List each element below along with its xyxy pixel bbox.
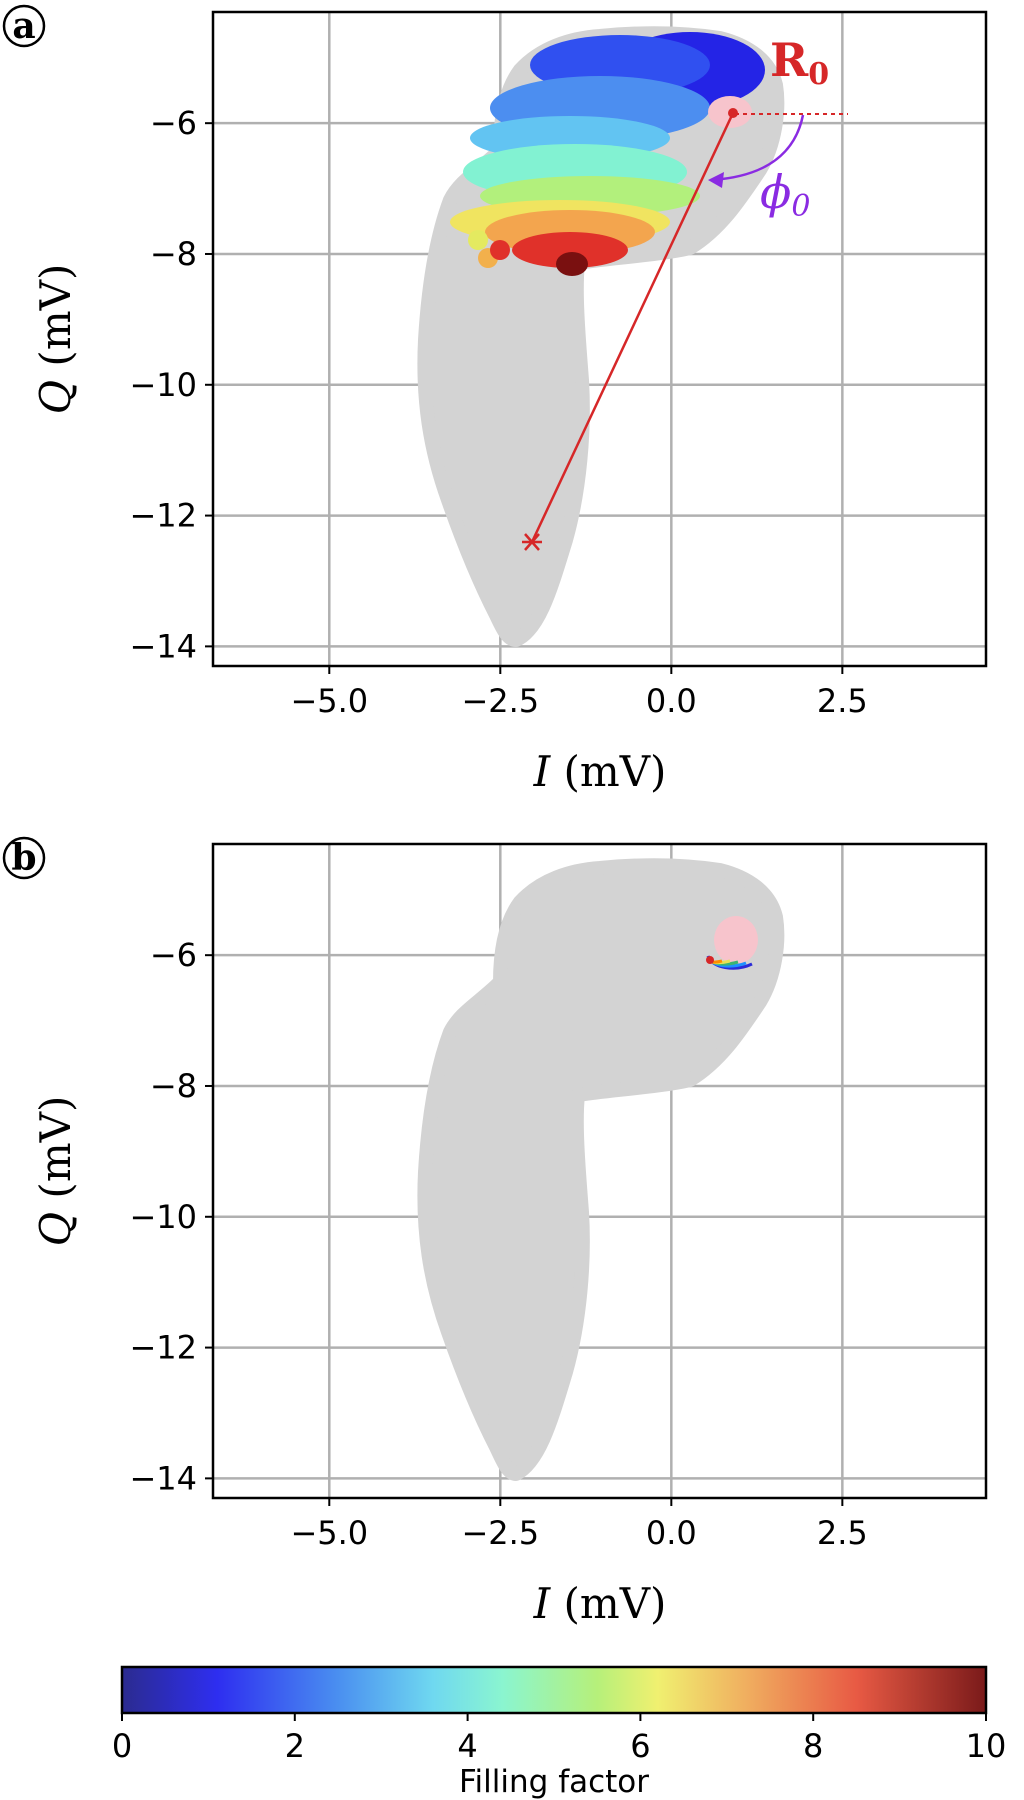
cluster-darkred <box>556 252 588 276</box>
panel-b-xtick-label: −2.5 <box>461 1514 539 1552</box>
panel-a-frame <box>211 10 988 668</box>
rim-colored-points <box>706 955 753 970</box>
panel-a-xtick-label: 2.5 <box>817 682 868 720</box>
panel-b-xtick-label: −5.0 <box>290 1514 368 1552</box>
panel-a-xtick-label: −5.0 <box>290 682 368 720</box>
colorbar-tick-label: 2 <box>285 1727 305 1765</box>
panel-b: b −5.0 −2.5 0.0 2.5 −14 −12 −10 −8 −6 I (mV) Q (… <box>2 836 988 1628</box>
r0-end-star <box>522 533 542 551</box>
colorbar-tick-label: 6 <box>630 1727 650 1765</box>
panel-b-frame <box>211 842 988 1500</box>
panel-b-label: b <box>11 837 36 879</box>
panel-a-ytick-label: −6 <box>150 104 197 142</box>
panel-a-ytick-label: −12 <box>129 497 197 535</box>
panel-a-ytick-label: −8 <box>150 235 197 273</box>
phi0-label: ϕ0 <box>760 165 810 224</box>
panel-a-ticks: −5.0 −2.5 0.0 2.5 −14 −12 −10 −8 −6 <box>129 104 867 720</box>
cluster-red <box>512 232 628 268</box>
colorbar-tick-label: 0 <box>112 1727 132 1765</box>
panel-a-ytick-label: −14 <box>129 627 197 665</box>
colorbar-label: Filling factor <box>459 1764 649 1800</box>
panel-b-ytick-label: −12 <box>129 1329 197 1367</box>
panel-b-xtick-label: 2.5 <box>817 1514 868 1552</box>
panel-a-label: a <box>12 5 35 47</box>
r0-point <box>728 108 738 118</box>
colorbar-tick-label: 8 <box>803 1727 823 1765</box>
phi0-arc-arrow <box>711 114 805 182</box>
colorbar: 0 2 4 6 8 10 Filling factor <box>112 1665 1007 1800</box>
panel-b-ytick-label: −14 <box>129 1459 197 1497</box>
panel-a-colored-points <box>450 32 765 276</box>
panel-b-ytick-label: −10 <box>129 1198 197 1236</box>
panel-b-ytick-label: −6 <box>150 936 197 974</box>
panel-b-letter: b <box>2 836 46 880</box>
panel-a-ylabel: Q (mV) <box>31 264 80 415</box>
panel-b-xtick-label: 0.0 <box>646 1514 697 1552</box>
panel-a-xtick-label: 0.0 <box>646 682 697 720</box>
panel-a-ytick-label: −10 <box>129 366 197 404</box>
panel-a-letter: a <box>2 4 46 48</box>
panel-b-ytick-label: −8 <box>150 1067 197 1105</box>
colorbar-tick-label: 4 <box>457 1727 477 1765</box>
colorbar-ticks: 0 2 4 6 8 10 <box>112 1713 1007 1765</box>
r0-vector-line <box>530 112 735 543</box>
panel-b-xlabel: I (mV) <box>533 1579 667 1628</box>
panel-b-grey-region <box>417 858 785 1481</box>
colorbar-tick-label: 10 <box>966 1727 1007 1765</box>
panel-a-xlabel: I (mV) <box>533 747 667 796</box>
panel-a-xtick-label: −2.5 <box>461 682 539 720</box>
r0-label: R0 <box>770 33 829 92</box>
highlight-pink-disk <box>714 916 758 964</box>
colorbar-gradient <box>120 1665 988 1715</box>
panel-a: a <box>2 4 988 796</box>
panel-b-ylabel: Q (mV) <box>31 1096 80 1247</box>
panel-b-ticks: −5.0 −2.5 0.0 2.5 −14 −12 −10 −8 −6 <box>129 936 867 1552</box>
